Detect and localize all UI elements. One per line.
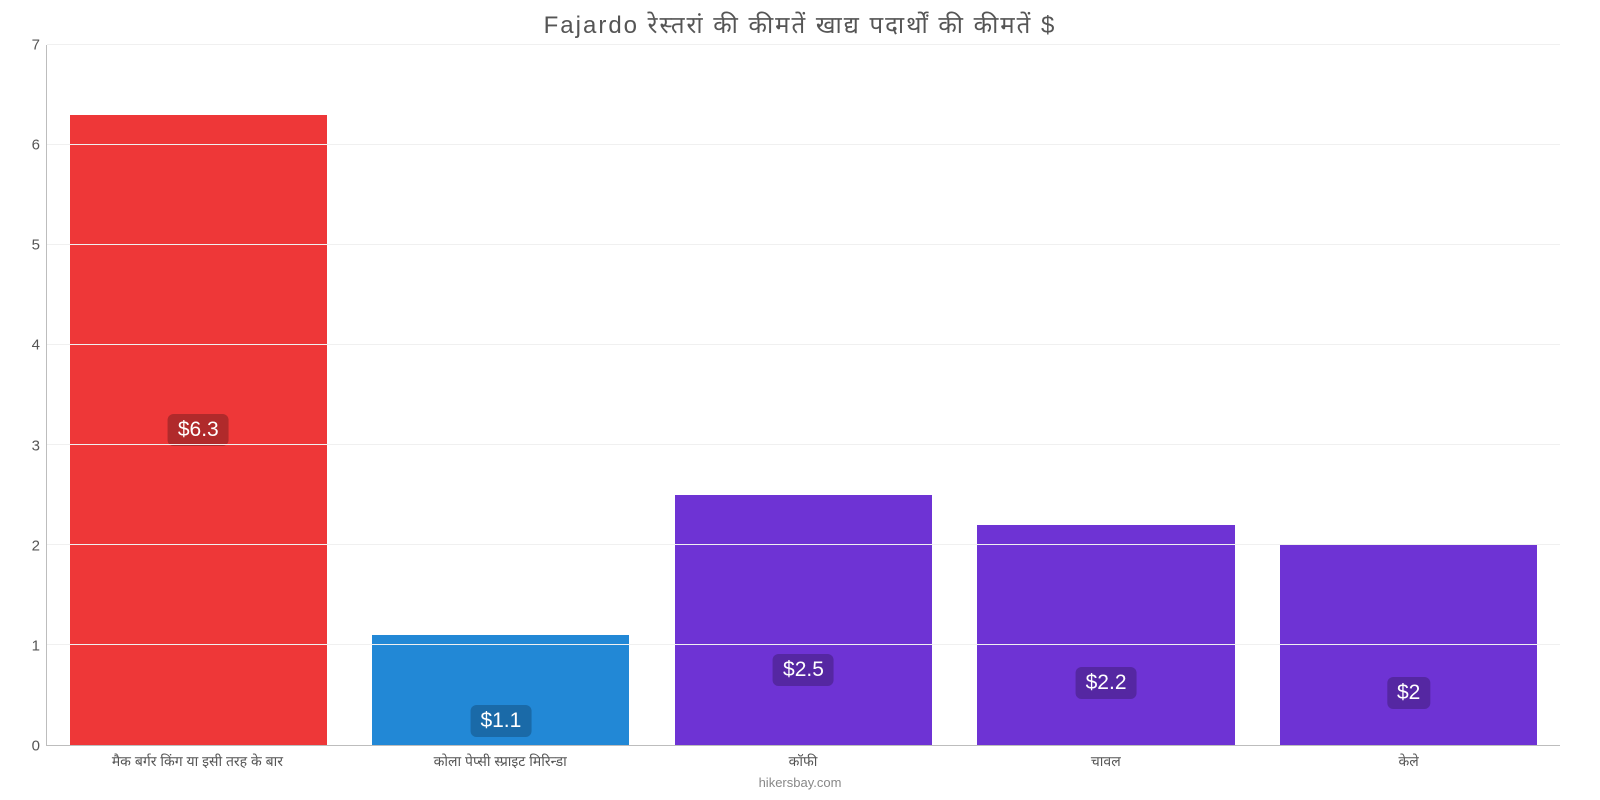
plot-area: $6.3 $1.1 $2.5 $2.2 $2 bbox=[46, 45, 1560, 746]
x-tick-label: कॉफी bbox=[652, 746, 955, 771]
y-tick-label: 5 bbox=[32, 237, 40, 254]
bar-slot: $6.3 bbox=[47, 45, 350, 745]
bar: $2.5 bbox=[675, 495, 932, 745]
x-axis: मैक बर्गर किंग या इसी तरह के बारकोला पेप… bbox=[0, 746, 1560, 771]
gridline bbox=[47, 444, 1560, 445]
chart-title: Fajardo रेस्तरां की कीमतें खाद्य पदार्थो… bbox=[0, 8, 1600, 41]
bar: $2 bbox=[1280, 545, 1537, 745]
x-tick-label: केले bbox=[1257, 746, 1560, 771]
x-tick-label: कोला पेप्सी स्प्राइट मिरिन्डा bbox=[349, 746, 652, 771]
attribution-text: hikersbay.com bbox=[0, 771, 1600, 800]
bar-value-label: $2.5 bbox=[773, 654, 834, 686]
bars-container: $6.3 $1.1 $2.5 $2.2 $2 bbox=[47, 45, 1560, 745]
y-tick-label: 0 bbox=[32, 738, 40, 755]
price-bar-chart: Fajardo रेस्तरां की कीमतें खाद्य पदार्थो… bbox=[0, 0, 1600, 800]
gridline bbox=[47, 344, 1560, 345]
bar: $6.3 bbox=[70, 115, 327, 745]
bar-slot: $2.5 bbox=[652, 45, 955, 745]
bar-value-label: $2.2 bbox=[1076, 667, 1137, 699]
x-tick-label: मैक बर्गर किंग या इसी तरह के बार bbox=[46, 746, 349, 771]
gridline bbox=[47, 44, 1560, 45]
y-tick-label: 1 bbox=[32, 637, 40, 654]
x-tick-label: चावल bbox=[954, 746, 1257, 771]
y-tick-label: 3 bbox=[32, 437, 40, 454]
bar-slot: $1.1 bbox=[350, 45, 653, 745]
y-tick-label: 2 bbox=[32, 537, 40, 554]
gridline bbox=[47, 244, 1560, 245]
y-tick-label: 4 bbox=[32, 337, 40, 354]
plot-row: 01234567 $6.3$1.1$2.5$2.2$2 bbox=[0, 45, 1600, 746]
gridline bbox=[47, 144, 1560, 145]
bar-value-label: $2 bbox=[1387, 677, 1430, 709]
bar-value-label: $1.1 bbox=[470, 705, 531, 737]
bar-value-label: $6.3 bbox=[168, 414, 229, 446]
bar-slot: $2.2 bbox=[955, 45, 1258, 745]
y-tick-label: 7 bbox=[32, 37, 40, 54]
y-axis: 01234567 bbox=[0, 45, 46, 746]
bar-slot: $2 bbox=[1257, 45, 1560, 745]
gridline bbox=[47, 544, 1560, 545]
x-labels: मैक बर्गर किंग या इसी तरह के बारकोला पेप… bbox=[46, 746, 1560, 771]
gridline bbox=[47, 644, 1560, 645]
bar: $1.1 bbox=[372, 635, 629, 745]
y-tick-label: 6 bbox=[32, 137, 40, 154]
bar: $2.2 bbox=[977, 525, 1234, 745]
